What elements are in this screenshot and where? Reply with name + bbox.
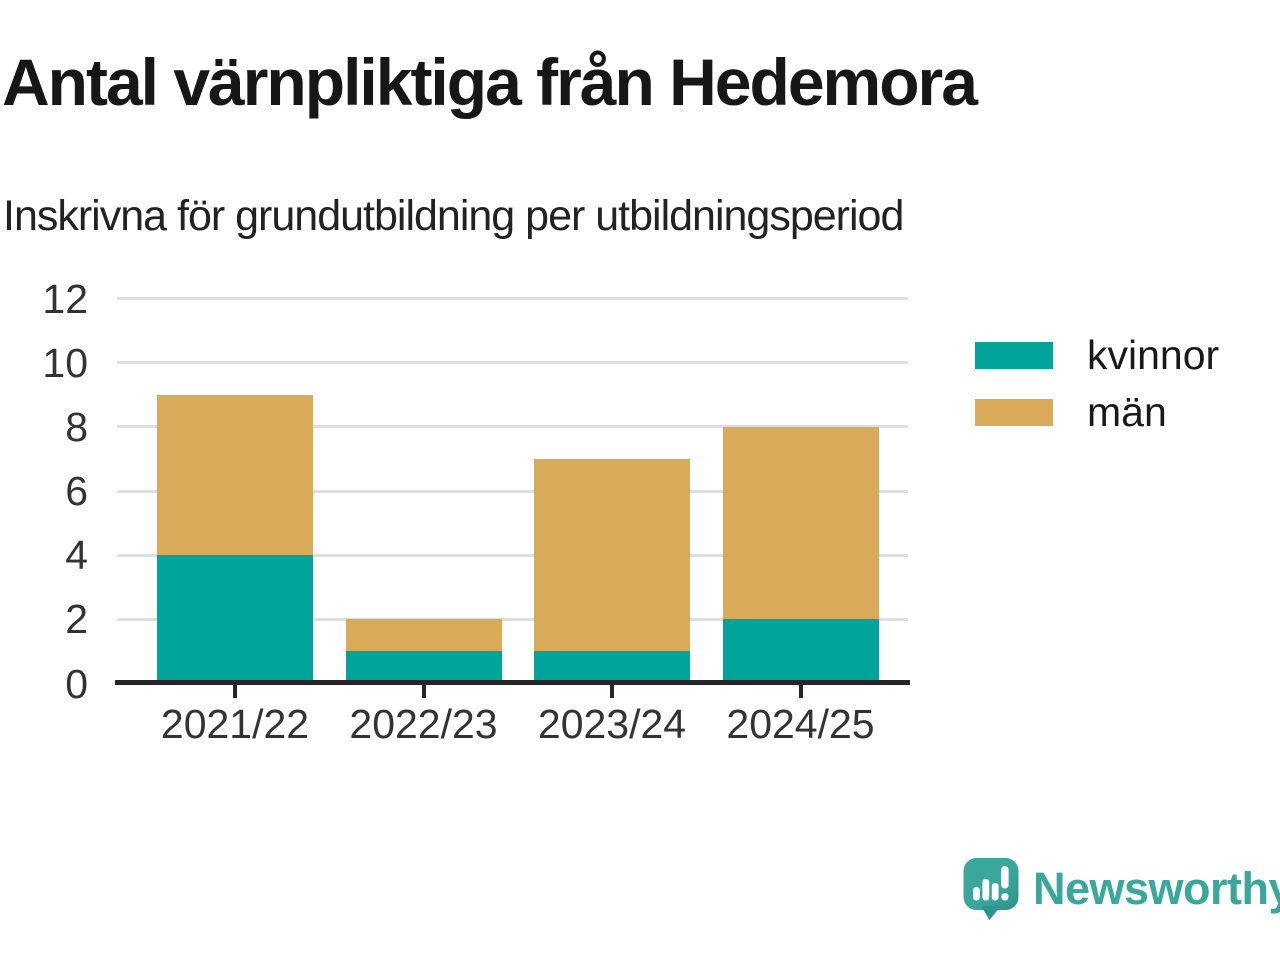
chart-subtitle: Inskrivna för grundutbildning per utbild… <box>3 192 904 240</box>
x-tick <box>610 685 614 698</box>
chart-title: Antal värnpliktiga från Hedemora <box>2 45 978 119</box>
bar-segment-kvinnor <box>722 619 879 684</box>
legend-label: kvinnor <box>1087 331 1220 378</box>
legend-item-kvinnor: kvinnor <box>975 331 1220 378</box>
y-tick-label: 0 <box>65 660 88 707</box>
bar-segment-män <box>345 619 502 652</box>
y-gridline <box>117 617 908 621</box>
y-gridline <box>117 297 908 300</box>
y-tick-label: 6 <box>65 468 88 514</box>
bar-segment-kvinnor <box>157 555 313 684</box>
y-gridline <box>117 553 908 557</box>
x-tick-label: 2024/25 <box>726 701 875 747</box>
x-tick <box>798 685 803 698</box>
bar-segment-män <box>157 394 313 556</box>
bar-segment-kvinnor <box>534 651 690 684</box>
newsworthy-logo-icon <box>963 858 1019 920</box>
legend-label: män <box>1087 388 1167 435</box>
y-tick-label: 8 <box>65 403 88 450</box>
bar-segment-kvinnor <box>345 651 502 684</box>
y-tick-label: 2 <box>65 596 88 643</box>
y-gridline <box>117 361 908 365</box>
bar-segment-män <box>722 426 879 620</box>
legend-swatch-kvinnor <box>975 341 1053 369</box>
x-tick-label: 2023/24 <box>537 701 687 747</box>
x-axis-line <box>115 680 910 685</box>
y-gridline <box>117 489 908 493</box>
y-tick-label: 12 <box>42 275 88 322</box>
bar-segment-män <box>534 458 690 652</box>
legend-item-män: män <box>975 388 1219 435</box>
x-tick <box>421 685 426 698</box>
legend: kvinnor män <box>975 331 1220 447</box>
y-tick-label: 4 <box>65 532 88 579</box>
x-tick-label: 2021/22 <box>160 701 310 747</box>
brand-footer: Newsworthy <box>962 856 1280 922</box>
x-tick-label: 2022/23 <box>349 701 498 747</box>
brand-name: Newsworthy <box>1033 863 1280 914</box>
y-tick-label: 10 <box>42 339 88 386</box>
y-gridline <box>117 425 908 429</box>
legend-swatch-män <box>975 398 1053 426</box>
x-tick <box>233 685 237 698</box>
